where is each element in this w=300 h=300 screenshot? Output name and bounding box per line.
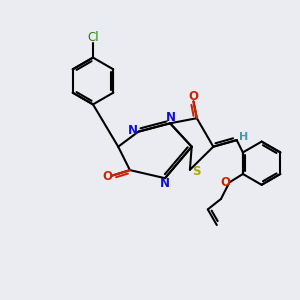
Text: N: N	[128, 124, 138, 137]
Text: O: O	[220, 176, 230, 189]
Text: O: O	[188, 89, 199, 103]
Text: S: S	[192, 165, 201, 178]
Text: N: N	[159, 177, 170, 190]
Text: H: H	[239, 132, 248, 142]
Text: Cl: Cl	[87, 31, 99, 44]
Text: N: N	[166, 111, 176, 124]
Text: O: O	[102, 170, 112, 184]
